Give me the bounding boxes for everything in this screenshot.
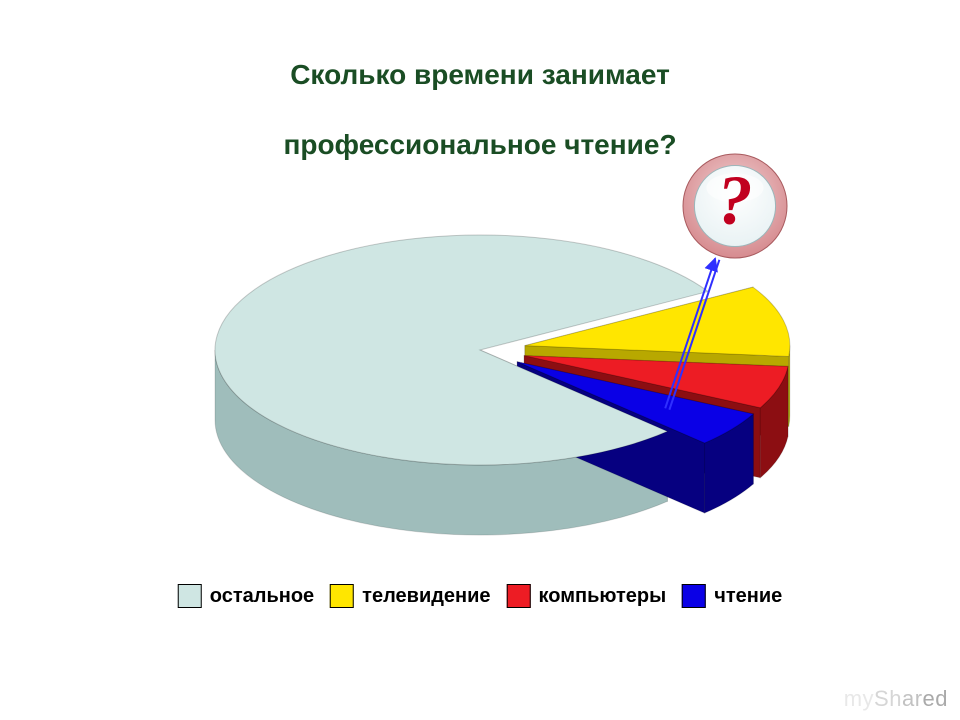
pie-side-televidenie <box>789 346 790 427</box>
legend-swatch <box>178 584 202 608</box>
legend-label: чтение <box>714 585 782 608</box>
question-badge: ? <box>683 154 787 258</box>
legend-item-телевидение: телевидение <box>330 584 490 608</box>
legend-label: остальное <box>210 585 314 608</box>
legend-label: компьютеры <box>539 585 667 608</box>
pie-chart-svg: ? <box>90 120 870 560</box>
question-mark-icon: ? <box>717 162 752 240</box>
legend: остальное телевидение компьютеры чтение <box>178 584 783 608</box>
legend-swatch <box>507 584 531 608</box>
legend-swatch <box>682 584 706 608</box>
pie-chart: ? <box>90 120 870 560</box>
chart-title-line1: Сколько времени занимает <box>290 59 670 90</box>
legend-item-чтение: чтение <box>682 584 782 608</box>
legend-item-компьютеры: компьютеры <box>507 584 667 608</box>
legend-item-остальное: остальное <box>178 584 314 608</box>
legend-label: телевидение <box>362 585 490 608</box>
watermark: myShared <box>844 686 948 712</box>
legend-swatch <box>330 584 354 608</box>
